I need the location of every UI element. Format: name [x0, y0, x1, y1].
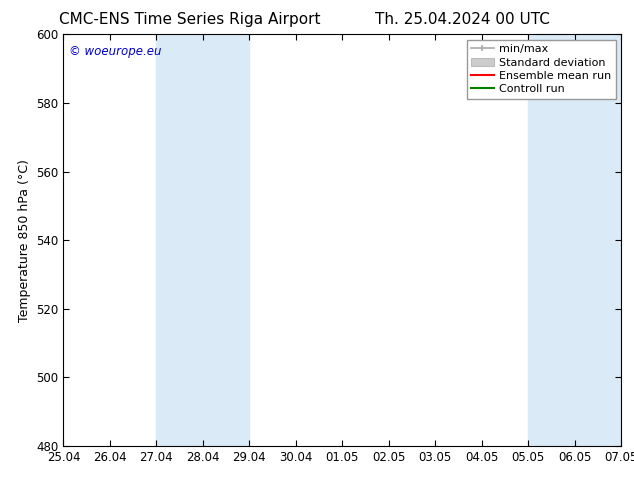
Text: Th. 25.04.2024 00 UTC: Th. 25.04.2024 00 UTC — [375, 12, 550, 27]
Y-axis label: Temperature 850 hPa (°C): Temperature 850 hPa (°C) — [18, 159, 30, 321]
Bar — [157, 34, 249, 446]
Text: CMC-ENS Time Series Riga Airport: CMC-ENS Time Series Riga Airport — [60, 12, 321, 27]
Legend: min/max, Standard deviation, Ensemble mean run, Controll run: min/max, Standard deviation, Ensemble me… — [467, 40, 616, 99]
Bar — [528, 34, 621, 446]
Text: © woeurope.eu: © woeurope.eu — [69, 45, 162, 58]
